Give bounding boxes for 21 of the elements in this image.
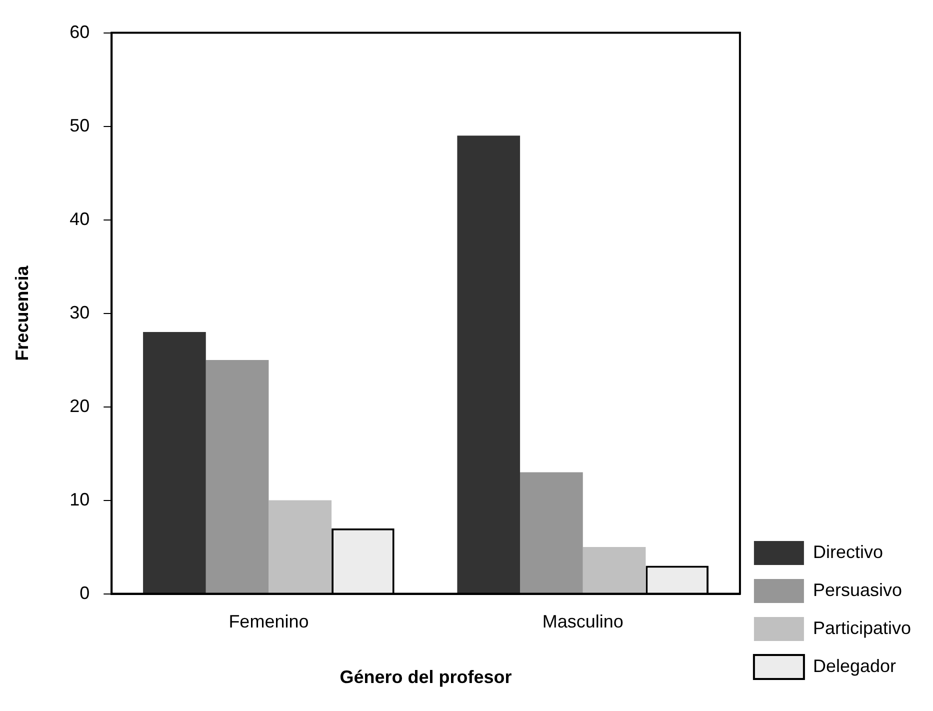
bar	[206, 360, 269, 594]
bar	[520, 472, 583, 594]
y-tick-label: 40	[70, 208, 90, 229]
y-tick-label: 50	[70, 115, 90, 136]
y-tick-label: 60	[70, 22, 90, 42]
bar	[143, 332, 206, 594]
legend-label: Directivo	[812, 542, 883, 562]
y-tick-label: 20	[70, 396, 90, 416]
bar	[582, 547, 646, 594]
bar	[268, 500, 332, 594]
x-axis-title: Género del profesor	[340, 667, 512, 688]
legend-label: Participativo	[812, 618, 912, 638]
y-tick-label: 10	[70, 489, 90, 510]
x-tick-label: Femenino	[228, 612, 309, 632]
x-tick-label: Masculino	[542, 612, 624, 632]
y-axis-title: Frecuencia	[12, 264, 32, 361]
y-tick-label: 30	[70, 302, 90, 322]
legend-label: Persuasivo	[812, 580, 902, 600]
legend-label: Delegador	[812, 656, 896, 676]
y-tick-label: 0	[80, 582, 90, 603]
bar	[457, 136, 520, 594]
